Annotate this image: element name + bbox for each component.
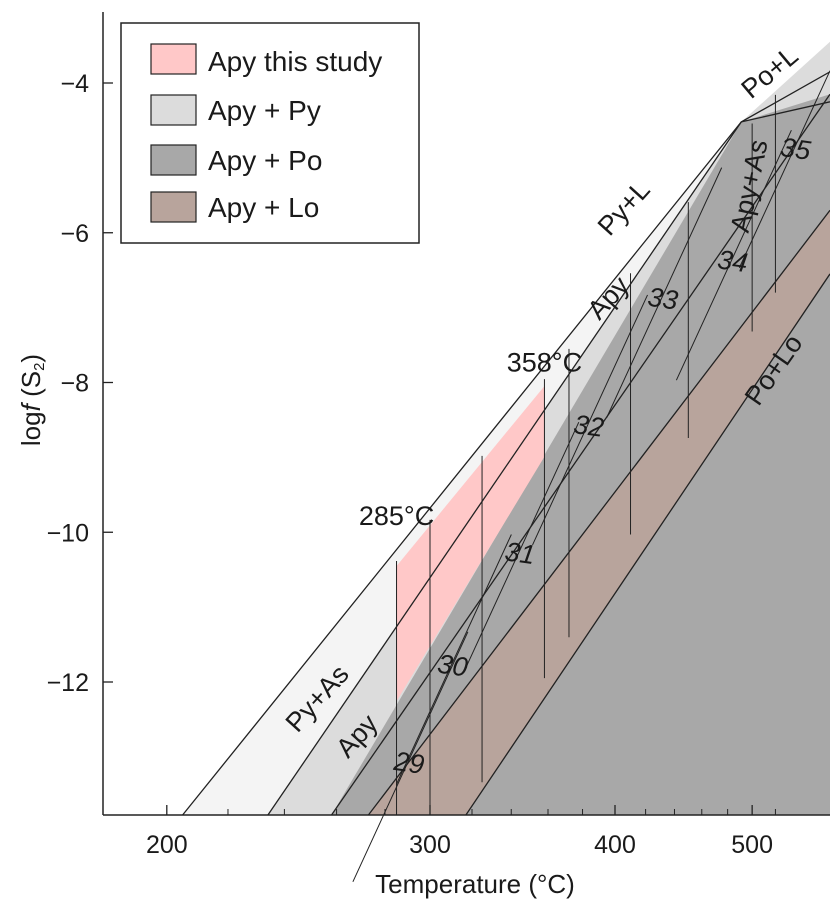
- legend-label-apy-po: Apy + Po: [208, 145, 322, 176]
- boundary-apy-py-lower: [267, 121, 742, 816]
- isopleth-label: 33: [646, 282, 680, 316]
- isopleth-line: [675, 129, 792, 381]
- legend-swatch-apy-this-study: [150, 43, 197, 75]
- legend: Apy this study Apy + Py Apy + Po Apy + L…: [120, 22, 420, 244]
- legend-label-apy-py: Apy + Py: [208, 95, 321, 126]
- x-axis-label: Temperature (°C): [375, 869, 575, 899]
- isopleth-label: 32: [572, 409, 606, 443]
- legend-label-apy-this-study: Apy this study: [208, 46, 382, 77]
- x-tick-label: 400: [594, 831, 636, 859]
- y-axis-label-italic: f: [16, 401, 46, 411]
- field-annotation: Py+L: [592, 175, 656, 241]
- y-tick-label: −10: [47, 519, 89, 547]
- field-annotation: 285°C: [359, 501, 434, 531]
- y-axis-label-prefix: log: [16, 411, 46, 446]
- field-annotation: 358°C: [507, 347, 582, 377]
- isopleth-label: 31: [503, 536, 537, 570]
- y-axis-label-close: ): [16, 354, 46, 363]
- y-tick-label: −4: [60, 70, 89, 98]
- y-axis-label-sub: 2: [31, 363, 48, 371]
- isotherm-lines: [182, 71, 830, 816]
- y-tick-label: −8: [60, 370, 89, 398]
- isopleth-label: 35: [779, 132, 814, 166]
- isopleth-line: [352, 631, 469, 883]
- y-tick-label: −12: [47, 669, 89, 697]
- isopleth-label: 30: [436, 649, 470, 683]
- boundary-apy-po-lower: [330, 93, 830, 816]
- y-axis-label-open: (S: [16, 371, 46, 404]
- x-tick-label: 300: [409, 831, 451, 859]
- boundary-apy-lo-upper: [367, 209, 830, 816]
- isopleth-line: [463, 421, 580, 673]
- legend-label-apy-lo: Apy + Lo: [208, 192, 319, 223]
- legend-swatch-apy-lo: [150, 191, 197, 223]
- axes: [102, 12, 830, 816]
- x-tick-label: 500: [731, 831, 773, 859]
- legend-swatch-apy-py: [150, 94, 197, 126]
- x-tick-label: 200: [146, 831, 188, 859]
- boundary-apy-as: [741, 101, 830, 123]
- isopleth-lines: [352, 70, 830, 883]
- isopleth-line: [606, 167, 723, 418]
- isopleth-line: [738, 70, 830, 269]
- y-axis-label: logf (S2): [16, 354, 48, 446]
- y-tick-label: −6: [60, 220, 89, 248]
- isopleth-label: 34: [716, 244, 750, 278]
- boundary-apy-lo-lower: [465, 273, 830, 816]
- isopleth-line: [532, 294, 648, 546]
- tick-labels: −4 −6 −8 −10 −12 200 300 400 500: [47, 70, 773, 859]
- isopleth-label: 29: [391, 746, 426, 780]
- legend-swatch-apy-po: [150, 144, 197, 176]
- isopleth-line: [395, 534, 512, 785]
